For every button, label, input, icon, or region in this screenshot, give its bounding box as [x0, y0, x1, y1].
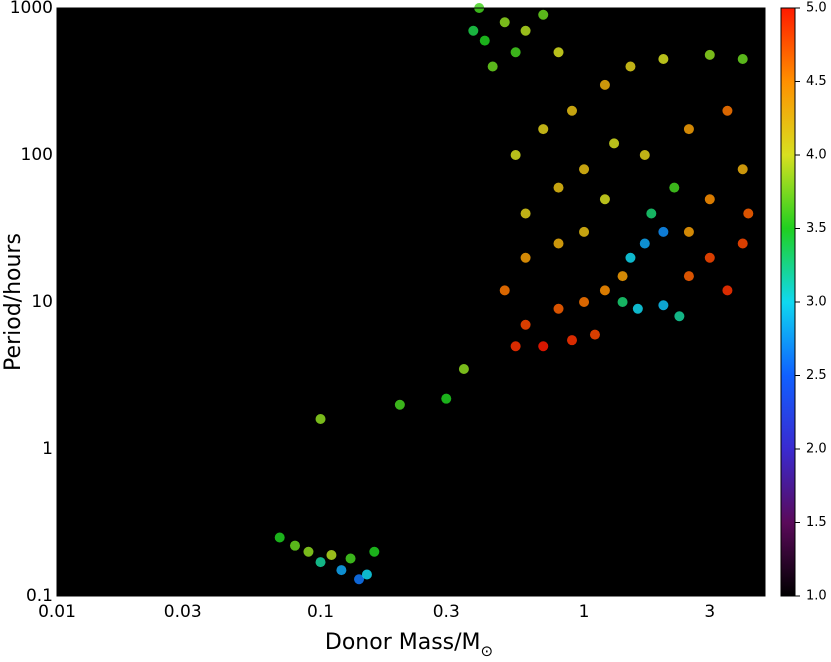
point	[737, 238, 748, 249]
point	[361, 569, 372, 580]
point	[553, 238, 564, 249]
point	[538, 9, 549, 20]
point	[510, 341, 521, 352]
x-tick-label: 0.1	[307, 602, 334, 622]
point	[458, 364, 469, 375]
colorbar-tick-label: 4.5	[806, 74, 827, 89]
point	[468, 25, 479, 36]
point	[599, 194, 610, 205]
point	[683, 271, 694, 282]
point	[553, 182, 564, 193]
point	[579, 164, 590, 175]
point	[704, 49, 715, 60]
point	[669, 182, 680, 193]
point	[674, 311, 685, 322]
point	[553, 303, 564, 314]
point	[394, 399, 405, 410]
point	[487, 61, 498, 72]
colorbar-tick-label: 1.0	[806, 589, 827, 604]
point	[326, 550, 337, 561]
point	[617, 271, 628, 282]
point	[737, 164, 748, 175]
point	[658, 300, 669, 311]
point	[553, 47, 564, 58]
plot-area	[57, 8, 765, 596]
point	[499, 285, 510, 296]
x-label-text: Donor Mass/M	[325, 630, 481, 655]
point	[579, 226, 590, 237]
y-axis-label: Period/hours	[1, 233, 26, 371]
x-tick-label: 0.03	[164, 602, 202, 622]
point	[520, 252, 531, 263]
point	[625, 61, 636, 72]
point	[683, 124, 694, 135]
point	[658, 226, 669, 237]
x-label-sub: ⊙	[481, 642, 494, 660]
colorbar-tick-label: 5.0	[806, 1, 827, 16]
y-tick-label: 0.1	[26, 586, 53, 606]
point	[589, 329, 600, 340]
point	[441, 393, 452, 404]
point	[566, 335, 577, 346]
point	[520, 208, 531, 219]
point	[632, 303, 643, 314]
x-tick-label: 0.01	[38, 602, 76, 622]
point	[599, 285, 610, 296]
point	[617, 297, 628, 307]
point	[609, 138, 620, 149]
point	[704, 252, 715, 263]
y-tick-label: 1000	[10, 0, 53, 18]
point	[704, 194, 715, 205]
point	[479, 35, 490, 46]
colorbar	[780, 7, 796, 597]
point	[520, 25, 531, 36]
point	[345, 553, 356, 564]
colorbar-tick-label: 3.0	[806, 295, 827, 310]
point	[599, 79, 610, 90]
point	[510, 150, 521, 160]
point	[639, 150, 650, 160]
point	[538, 341, 549, 352]
point	[520, 319, 531, 330]
y-tick-label: 1	[42, 439, 53, 459]
x-axis-label: Donor Mass/M⊙	[325, 630, 493, 660]
point	[625, 252, 636, 263]
point	[722, 105, 733, 116]
point	[683, 226, 694, 237]
point	[737, 53, 748, 64]
point	[289, 540, 300, 551]
point	[722, 285, 733, 296]
point	[579, 297, 590, 307]
colorbar-tick-label: 4.0	[806, 148, 827, 163]
x-tick-label: 3	[704, 602, 715, 622]
point	[743, 208, 754, 219]
point	[639, 238, 650, 249]
y-tick-label: 100	[21, 145, 53, 165]
point	[510, 47, 521, 58]
point	[315, 557, 326, 568]
point	[499, 17, 510, 28]
point	[538, 124, 549, 135]
colorbar-tick-label: 3.5	[806, 221, 827, 236]
point	[354, 574, 365, 585]
colorbar-tick-label: 2.5	[806, 368, 827, 383]
colorbar-tick-label: 1.5	[806, 515, 827, 530]
point	[315, 413, 326, 424]
point	[646, 208, 657, 219]
y-tick-label: 10	[31, 292, 53, 312]
x-tick-label: 1	[579, 602, 590, 622]
colorbar-tick-label: 2.0	[806, 442, 827, 457]
point	[274, 532, 285, 543]
point	[303, 546, 314, 557]
point	[369, 546, 380, 557]
point	[658, 53, 669, 64]
point	[566, 105, 577, 116]
plot-frame	[56, 7, 766, 597]
x-tick-label: 0.3	[433, 602, 460, 622]
point	[336, 565, 347, 576]
